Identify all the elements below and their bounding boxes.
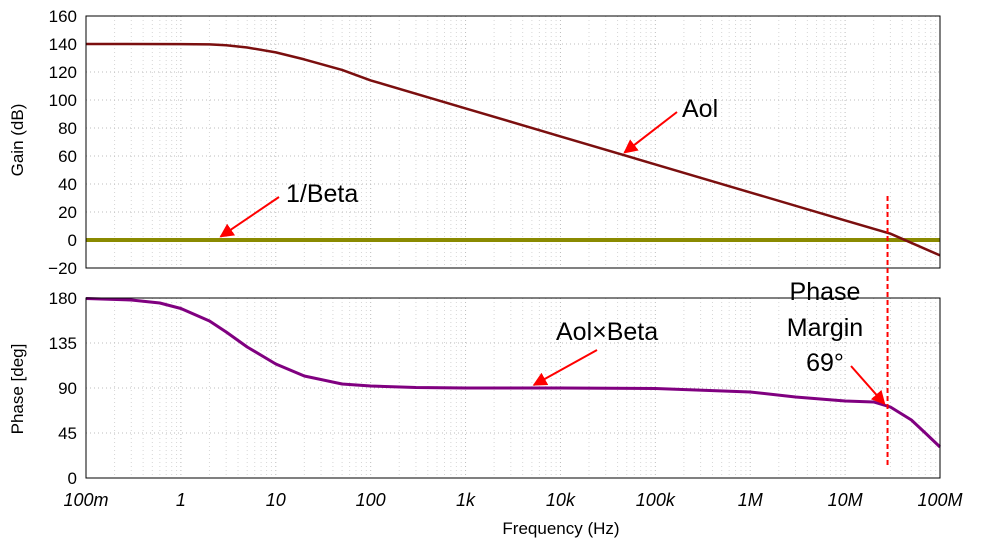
y-tick-label: 40: [58, 175, 77, 194]
y-tick-label: 0: [68, 231, 77, 250]
x-tick-label: 100k: [636, 490, 676, 510]
gain-y-tick-labels: 160 140 120 100 80 60 40 20 0 −20: [48, 7, 77, 278]
y-tick-label: 45: [58, 424, 77, 443]
phase-annotations: Aol×Beta Phase Margin 69°: [532, 278, 886, 406]
x-tick-label: 1k: [456, 490, 476, 510]
gain-grid: [85, 15, 940, 269]
undefined-arrow: [219, 196, 280, 238]
gain-plot-frame: [85, 15, 941, 269]
annotation-phase-margin-arrow: [850, 365, 886, 406]
y-tick-label: 140: [49, 35, 77, 54]
undefined-label: Aol×Beta: [556, 318, 658, 346]
undefined-arrow: [623, 111, 678, 154]
undefined-label: Aol: [682, 95, 718, 123]
y-tick-label: −20: [48, 259, 77, 278]
phase-plot-frame: [85, 297, 941, 479]
phase-y-axis-label: Phase [deg]: [8, 344, 27, 435]
x-tick-labels: 100m 1 10 100 1k 10k 100k 1M 10M 100M: [63, 490, 962, 510]
y-tick-label: 135: [49, 334, 77, 353]
annotation-phase-margin-label: 69°: [806, 349, 844, 377]
x-tick-label: 10M: [828, 490, 863, 510]
x-tick-label: 10: [266, 490, 286, 510]
x-tick-label: 100m: [63, 490, 108, 510]
y-tick-label: 0: [68, 469, 77, 488]
x-tick-label: 10k: [546, 490, 576, 510]
y-tick-label: 90: [58, 379, 77, 398]
series-line-aol: [85, 42, 941, 257]
gain-y-axis-label: Gain (dB): [8, 104, 27, 177]
x-tick-label: 100: [356, 490, 386, 510]
phase-y-tick-labels: 180 135 90 45 0: [49, 289, 77, 488]
y-tick-label: 100: [49, 91, 77, 110]
y-tick-label: 20: [58, 203, 77, 222]
x-axis-label: Frequency (Hz): [502, 519, 619, 538]
y-tick-label: 120: [49, 63, 77, 82]
y-tick-label: 60: [58, 147, 77, 166]
y-tick-label: 160: [49, 7, 77, 26]
x-tick-label: 1: [176, 490, 186, 510]
annotation-phase-margin-label: Margin: [787, 314, 863, 342]
undefined-arrow: [532, 349, 598, 386]
y-tick-label: 180: [49, 289, 77, 308]
gain-annotations: Aol 1/Beta: [219, 95, 718, 238]
x-tick-label: 1M: [738, 490, 763, 510]
y-tick-label: 80: [58, 119, 77, 138]
annotation-phase-margin-label: Phase: [790, 278, 861, 306]
gain-plot-panel: 160 140 120 100 80 60 40 20 0 −20 Gain (dB) Aol 1/…: [8, 7, 941, 278]
x-tick-label: 100M: [917, 490, 962, 510]
gain-series-group: [85, 42, 941, 257]
undefined-label: 1/Beta: [286, 180, 358, 208]
